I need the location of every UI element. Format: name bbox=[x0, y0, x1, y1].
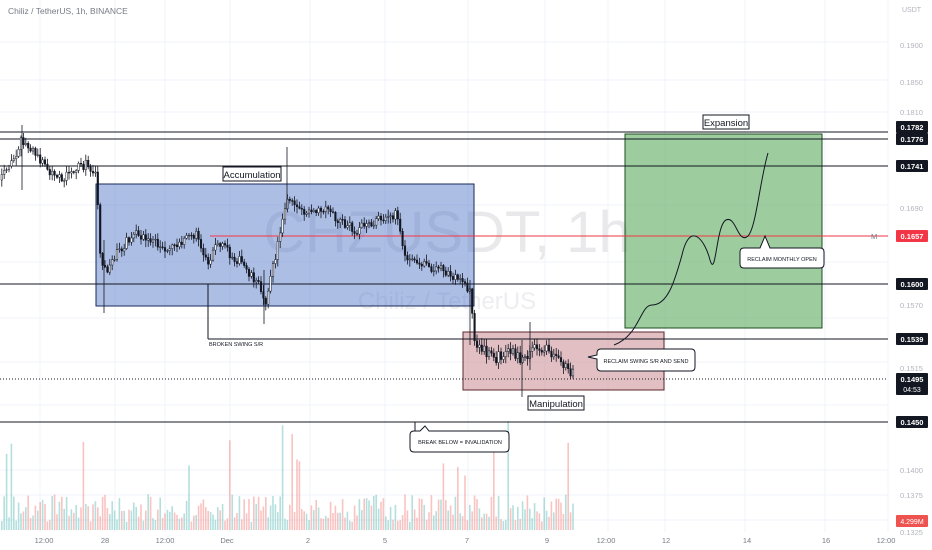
callout-break-below[interactable]: BREAK BELOW = INVALIDATION bbox=[409, 425, 510, 453]
callout-reclaim-swing-text: RECLAIM SWING S/R AND SEND bbox=[604, 359, 689, 365]
price-tick: 0.1900 bbox=[900, 41, 923, 50]
callout-reclaim-swing[interactable]: RECLAIM SWING S/R AND SEND bbox=[587, 348, 696, 372]
symbol-title: Chiliz / TetherUS, 1h, BINANCE bbox=[8, 6, 128, 16]
price-tick: 0.1325 bbox=[900, 528, 923, 537]
projection-path[interactable] bbox=[613, 152, 769, 346]
label-accumulation[interactable]: Accumulation bbox=[222, 166, 282, 182]
label-manipulation[interactable]: Manipulation bbox=[527, 395, 585, 411]
price-badge-0.1782: 0.1782 bbox=[896, 121, 928, 133]
time-tick: 12:00 bbox=[597, 536, 616, 545]
price-tick: 0.1810 bbox=[900, 108, 923, 117]
price-badge-countdown: 04:53 bbox=[903, 387, 921, 394]
callout-break-below-text: BREAK BELOW = INVALIDATION bbox=[418, 440, 502, 446]
price-badge-text: 0.1657 bbox=[901, 232, 924, 241]
chart-grid bbox=[0, 0, 889, 532]
price-badge-0.1450: 0.1450 bbox=[896, 416, 928, 428]
time-tick: 12:00 bbox=[877, 536, 896, 545]
price-badge-text: 0.1450 bbox=[901, 418, 924, 427]
time-tick: 12 bbox=[662, 536, 670, 545]
price-badge-0.1495: 0.1495 04:53 bbox=[896, 373, 928, 395]
time-axis[interactable]: 12:00 28 12:00 Dec 2 5 7 9 12:00 12 14 16 12:00 bbox=[35, 536, 896, 545]
watermark-name: Chiliz / TetherUS bbox=[358, 288, 536, 315]
price-badge-text: 0.1776 bbox=[901, 135, 924, 144]
monthly-marker: M bbox=[871, 232, 877, 241]
volume-badge-text: 4.299M bbox=[900, 519, 924, 526]
price-tick: 0.1690 bbox=[900, 204, 923, 213]
price-badge-text: 0.1782 bbox=[901, 123, 924, 132]
time-tick: 7 bbox=[465, 536, 469, 545]
currency-label: USDT bbox=[902, 7, 922, 14]
time-tick: 9 bbox=[545, 536, 549, 545]
price-tick: 0.1570 bbox=[900, 301, 923, 310]
time-tick: 12:00 bbox=[156, 536, 175, 545]
price-tick: 0.1375 bbox=[900, 491, 923, 500]
watermark-ticker: CHZUSDT, 1h bbox=[263, 200, 630, 265]
price-badge-0.1539: 0.1539 bbox=[896, 333, 928, 345]
price-badge-text: 0.1741 bbox=[901, 162, 924, 171]
label-expansion-text: Expansion bbox=[704, 118, 748, 129]
label-broken-swing[interactable]: BROKEN SWING S/R bbox=[209, 342, 263, 348]
label-manipulation-text: Manipulation bbox=[529, 399, 583, 410]
volume-badge: 4.299M bbox=[896, 515, 928, 527]
price-badge-0.1741: 0.1741 bbox=[896, 160, 928, 172]
time-tick: 5 bbox=[383, 536, 387, 545]
time-tick: 28 bbox=[101, 536, 109, 545]
time-tick: 16 bbox=[822, 536, 830, 545]
price-badge-text: 0.1495 bbox=[901, 375, 924, 384]
time-tick: Dec bbox=[220, 536, 234, 545]
time-tick: 12:00 bbox=[35, 536, 54, 545]
label-expansion[interactable]: Expansion bbox=[702, 114, 750, 130]
time-tick: 14 bbox=[743, 536, 751, 545]
time-tick: 2 bbox=[306, 536, 310, 545]
candlesticks bbox=[0, 125, 575, 397]
callout-reclaim-monthly-text: RECLAIM MONTHLY OPEN bbox=[747, 257, 817, 263]
price-axis[interactable]: USDT 0.1900 0.1850 0.1810 0.1690 0.1570 0.151… bbox=[871, 7, 928, 537]
price-badge-text: 0.1539 bbox=[901, 335, 924, 344]
price-badge-0.1657: 0.1657 bbox=[896, 230, 928, 242]
price-tick: 0.1400 bbox=[900, 466, 923, 475]
price-badge-0.1600: 0.1600 bbox=[896, 278, 928, 290]
expansion-box[interactable] bbox=[624, 133, 823, 329]
label-accumulation-text: Accumulation bbox=[223, 170, 280, 181]
price-tick: 0.1850 bbox=[900, 78, 923, 87]
price-badge-text: 0.1600 bbox=[901, 280, 924, 289]
price-badge-0.1776: 0.1776 bbox=[896, 133, 928, 145]
price-tick: 0.1515 bbox=[900, 364, 923, 373]
volume-histogram bbox=[1, 421, 574, 530]
horizontal-levels bbox=[0, 131, 888, 431]
price-level-badges: 0.1782 0.1776 0.1741 0.1657 0.1600 0.1539 0.14… bbox=[896, 121, 928, 428]
callout-reclaim-monthly[interactable]: RECLAIM MONTHLY OPEN bbox=[739, 234, 825, 269]
